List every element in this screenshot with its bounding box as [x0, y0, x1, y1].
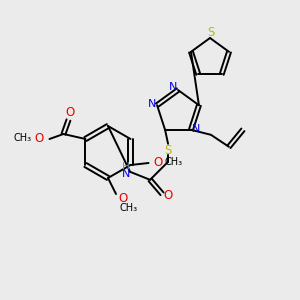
Text: H: H [122, 162, 130, 172]
Text: CH₃: CH₃ [14, 133, 32, 143]
Text: S: S [164, 144, 172, 157]
Text: O: O [34, 131, 44, 145]
Text: O: O [66, 106, 75, 119]
Text: CH₃: CH₃ [120, 203, 138, 213]
Text: O: O [154, 155, 163, 169]
Text: CH₃: CH₃ [164, 157, 183, 167]
Text: O: O [164, 189, 173, 202]
Text: S: S [207, 26, 215, 38]
Text: N: N [122, 169, 130, 179]
Text: O: O [118, 191, 127, 205]
Text: N: N [169, 82, 177, 92]
Text: N: N [148, 99, 156, 109]
Text: N: N [192, 124, 200, 134]
